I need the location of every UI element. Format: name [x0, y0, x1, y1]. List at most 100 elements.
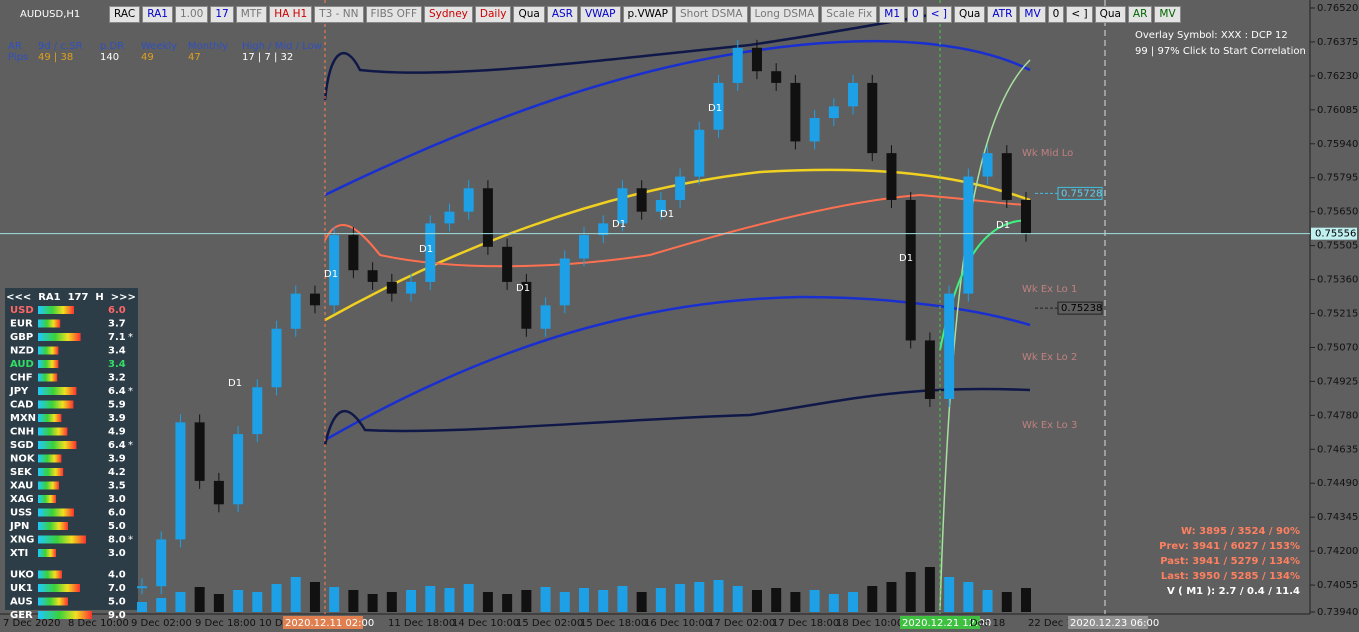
candle: [617, 188, 628, 224]
toolbar-button[interactable]: M1: [879, 6, 906, 23]
toolbar-button[interactable]: MV: [1154, 6, 1181, 23]
strength-value: 3.7: [108, 319, 126, 330]
currency-name: AUS: [10, 597, 33, 608]
volume-bar: [713, 580, 724, 612]
price-level-box: [1057, 186, 1103, 200]
toolbar-button[interactable]: Daily: [474, 6, 512, 23]
stat-line: V ( M1 ): 2.7 / 0.4 / 11.4: [1167, 586, 1300, 597]
currency-name: AUD: [10, 359, 34, 370]
strength-value: 3.0: [108, 548, 126, 559]
currency-name: JPY: [9, 386, 29, 397]
currency-name: XTI: [10, 548, 28, 559]
toolbar-button[interactable]: 17: [210, 6, 234, 23]
currency-name: NOK: [10, 454, 36, 465]
overlay-text: 99 | 97% Click to Start Correlation: [1135, 46, 1306, 57]
x-tick-label: 15 Dec 18:00: [580, 618, 647, 629]
toolbar-button[interactable]: MTF: [235, 6, 268, 23]
y-tick-label: 0.75360: [1317, 275, 1358, 286]
candle: [579, 235, 589, 259]
currency-name: XNG: [10, 535, 34, 546]
volume-bar: [867, 586, 878, 612]
toolbar-button[interactable]: Qua: [1094, 6, 1126, 23]
y-tick-label: 0.75215: [1317, 309, 1358, 320]
time-highlight: [1068, 616, 1148, 629]
toolbar-button[interactable]: p.VWAP: [622, 6, 674, 23]
strength-bar: [38, 346, 59, 355]
toolbar-button[interactable]: HA H1: [269, 6, 313, 23]
toolbar-button[interactable]: ATR: [987, 6, 1018, 23]
toolbar-button[interactable]: T3 - NN: [314, 6, 364, 23]
x-tick-label: Dec 18: [970, 618, 1005, 629]
toolbar-button[interactable]: < ]: [1066, 6, 1093, 23]
toolbar-button[interactable]: AR: [1127, 6, 1153, 23]
volume-bar: [213, 594, 224, 612]
currency-name: GBP: [10, 332, 33, 343]
toolbar-button[interactable]: VWAP: [579, 6, 621, 23]
toolbar-button[interactable]: RA1: [142, 6, 173, 23]
y-tick-label: 0.75795: [1317, 173, 1358, 184]
toolbar-button[interactable]: Qua: [513, 6, 545, 23]
currency-name: USS: [10, 508, 32, 519]
volume-bar: [252, 592, 263, 612]
strength-value: 3.9: [108, 413, 126, 424]
strength-value: 5.0: [108, 521, 126, 532]
toolbar-button[interactable]: Long DSMA: [749, 6, 820, 23]
x-tick-label: 17 Dec 02:00: [708, 618, 775, 629]
volume-bar: [444, 588, 455, 612]
candle: [963, 176, 974, 294]
strength-bar: [38, 454, 62, 463]
time-highlight: [900, 616, 980, 629]
currency-name: USD: [10, 305, 34, 316]
currency-name: UK1: [10, 583, 33, 594]
y-tick-label: 0.74345: [1317, 512, 1358, 523]
strength-value: 3.5: [108, 481, 126, 492]
volume-bar: [175, 592, 186, 612]
toolbar-button[interactable]: 1.00: [174, 6, 209, 23]
y-tick-label: 0.76230: [1317, 71, 1358, 82]
d1-label: D1: [660, 209, 674, 220]
volume-bar: [1001, 592, 1012, 612]
toolbar-button[interactable]: Scale Fix: [821, 6, 878, 23]
toolbar-button[interactable]: 0: [907, 6, 924, 23]
candle: [694, 129, 705, 177]
volume-bar: [386, 592, 397, 612]
current-price-label: 0.75556: [1315, 229, 1356, 240]
volume-bar: [617, 586, 628, 612]
toolbar-button[interactable]: Qua: [953, 6, 986, 23]
volume-bar: [233, 590, 244, 612]
x-tick-label: 2020.12.23 06:00: [1070, 618, 1159, 629]
toolbar-button[interactable]: < ]: [925, 6, 952, 23]
panel-header: <<< RA1 177 H >>>: [6, 292, 136, 303]
indicator-curve: [324, 193, 1031, 268]
candle: [809, 118, 820, 142]
volume-bar: [367, 594, 378, 612]
toolbar-button[interactable]: MV: [1019, 6, 1046, 23]
toolbar-button[interactable]: RAC: [109, 6, 141, 23]
currency-name: SEK: [10, 467, 33, 478]
volume-bar: [540, 587, 551, 612]
d1-label: D1: [228, 378, 242, 389]
toolbar-button[interactable]: Short DSMA: [675, 6, 748, 23]
toolbar-button[interactable]: FIBS OFF: [365, 6, 423, 23]
strength-value: 3.9: [108, 454, 126, 465]
strength-bar: [38, 373, 58, 382]
info-header: AR: [8, 41, 22, 52]
y-tick-label: 0.76520: [1317, 3, 1358, 14]
toolbar-button[interactable]: ASR: [546, 6, 578, 23]
strength-value: 5.0: [108, 597, 126, 608]
toolbar-button[interactable]: Sydney: [424, 6, 473, 23]
strength-bar: [38, 387, 77, 395]
volume-bar: [655, 588, 666, 612]
strength-bar: [38, 306, 74, 314]
strength-bar: [38, 584, 80, 592]
volume-bar: [790, 592, 801, 612]
candle: [540, 305, 551, 329]
toolbar-button[interactable]: 0: [1047, 6, 1065, 23]
currency-name: CHF: [10, 373, 33, 384]
currency-name: CAD: [10, 400, 33, 411]
strength-value: 3.0: [108, 494, 126, 505]
strength-bar: [38, 468, 64, 476]
strength-value: 7.0: [108, 583, 126, 594]
y-tick-label: 0.74925: [1317, 376, 1358, 387]
